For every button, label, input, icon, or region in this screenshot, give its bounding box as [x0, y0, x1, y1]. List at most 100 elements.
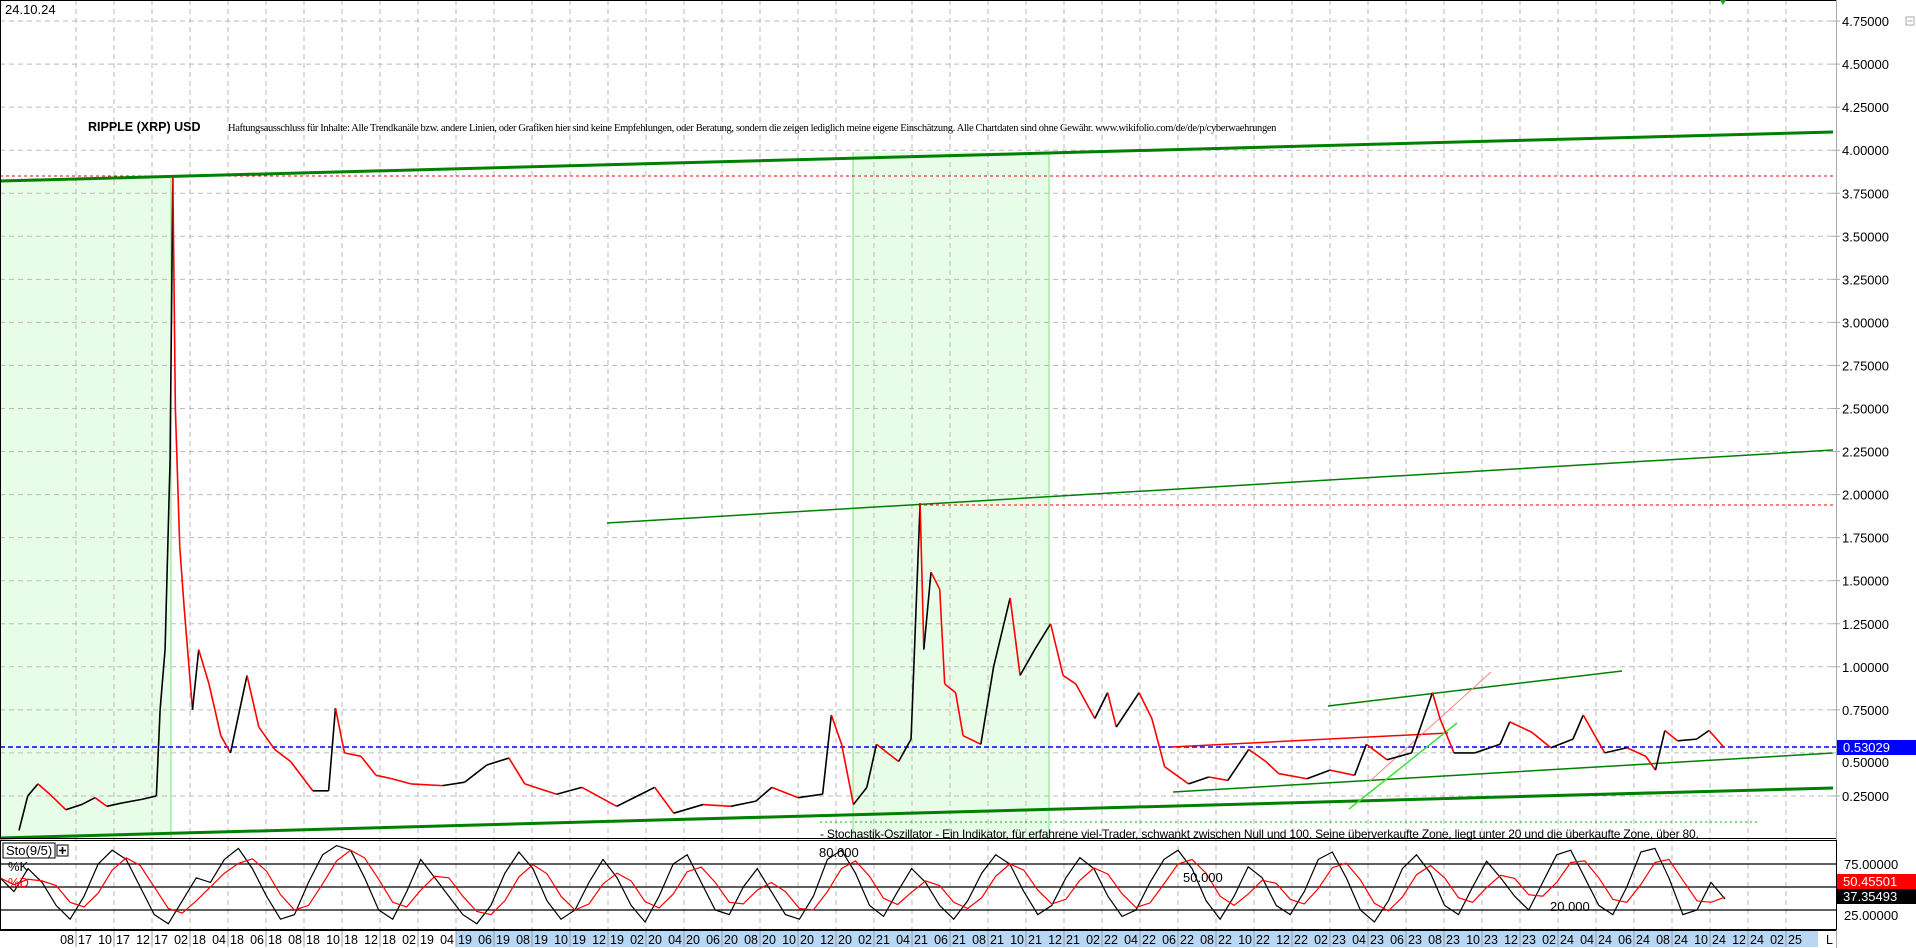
price-segment: [37, 783, 51, 795]
price-segment: [1696, 729, 1710, 740]
price-segment: [702, 803, 731, 808]
price-segment: [172, 177, 177, 409]
y-tick-label: 3.00000: [1842, 315, 1889, 330]
price-segment: [1626, 747, 1647, 758]
price-segment: [755, 786, 773, 802]
osc-axis-25: 25.00000: [1844, 908, 1898, 923]
price-segment: [910, 503, 921, 740]
x-tick-label: 19: [496, 933, 510, 947]
price-segment: [1075, 683, 1096, 719]
price-segment: [141, 795, 157, 801]
price-segment: [1049, 623, 1064, 676]
x-tick-label: 12: [592, 933, 606, 947]
price-segment: [220, 735, 232, 754]
x-tick-label: 21: [952, 933, 966, 947]
x-tick-label: 02: [630, 933, 644, 947]
price-segment: [1306, 769, 1331, 780]
price-segment: [1509, 721, 1533, 733]
price-segment: [81, 796, 96, 806]
x-tick-label: 18: [268, 933, 282, 947]
k-value-tag: [1837, 889, 1916, 904]
price-segment: [840, 744, 855, 805]
date-axis-highlight: [456, 931, 1818, 947]
y-tick-label: 3.75000: [1842, 186, 1889, 201]
x-tick-label: 24: [1712, 933, 1726, 947]
price-segment: [1664, 729, 1679, 742]
price-segment: [258, 726, 276, 750]
x-tick-label: 24: [1674, 933, 1688, 947]
y-tick-label: 4.50000: [1842, 57, 1889, 72]
x-tick-label: 24: [1636, 933, 1650, 947]
x-tick-label: 04: [1352, 933, 1366, 947]
price-segment: [1582, 714, 1606, 754]
price-segment: [1572, 714, 1584, 740]
price-segment: [962, 734, 982, 746]
x-tick-label: 22: [1142, 933, 1156, 947]
x-tick-label: 22: [1104, 933, 1118, 947]
k-line: [0, 844, 1726, 925]
x-tick-label: 22: [1256, 933, 1270, 947]
x-tick-label: 06: [1390, 933, 1404, 947]
price-segment: [65, 803, 82, 811]
price-segment: [1677, 738, 1697, 742]
x-tick-label: 08: [744, 933, 758, 947]
y-tick-label: 4.25000: [1842, 100, 1889, 115]
x-tick-label: 19: [420, 933, 434, 947]
price-segment: [159, 649, 166, 710]
collapse-icon[interactable]: [1905, 16, 1915, 26]
price-segment: [1654, 730, 1666, 771]
x-tick-label: 23: [1484, 933, 1498, 947]
x-tick-label: 23: [1370, 933, 1384, 947]
y-tick-label: 2.50000: [1842, 402, 1889, 417]
x-tick-label: 20: [724, 933, 738, 947]
price-segment: [1164, 766, 1190, 785]
y-tick-label: 2.25000: [1842, 445, 1889, 460]
x-tick-label: 23: [1408, 933, 1422, 947]
price-segment: [464, 764, 488, 783]
price-segment: [1329, 769, 1355, 777]
indicator-name-box[interactable]: [2, 842, 56, 859]
price-segment: [1474, 743, 1501, 754]
x-tick-label: 04: [1124, 933, 1138, 947]
x-tick-label: 20: [648, 933, 662, 947]
price-segment: [246, 675, 260, 728]
x-tick-label: 18: [382, 933, 396, 947]
price-segment: [229, 675, 248, 754]
x-tick-label: 04: [212, 933, 226, 947]
price-segment: [938, 589, 946, 685]
price-segment: [930, 571, 941, 590]
price-segment: [1227, 749, 1250, 781]
x-tick-label: 06: [934, 933, 948, 947]
price-segment: [1353, 744, 1368, 776]
price-segment: [360, 755, 377, 776]
price-segment: [178, 546, 185, 607]
x-tick-label: 21: [876, 933, 890, 947]
x-tick-label: 20: [762, 933, 776, 947]
x-tick-label: 10: [1238, 933, 1252, 947]
price-segment: [944, 683, 957, 694]
price-segment: [1151, 718, 1166, 767]
highlight-zone: [0, 178, 171, 838]
channel-top-line: [1327, 670, 1623, 707]
price-segment: [771, 786, 799, 799]
level-label-20: 20.000: [1550, 899, 1590, 914]
x-tick-label: 04: [1580, 933, 1594, 947]
price-segment: [581, 786, 618, 807]
lower-trend-channel: [0, 786, 1834, 840]
x-tick-label: 08: [972, 933, 986, 947]
disclaimer-text: Haftungsausschluss für Inhalte: Alle Tre…: [228, 123, 1277, 134]
x-tick-label: 10: [98, 933, 112, 947]
price-segment: [486, 757, 510, 766]
price-segment: [1009, 597, 1021, 676]
upper-trend-channel: [0, 130, 1834, 183]
price-segment: [289, 761, 314, 792]
k-label: %K: [8, 859, 29, 874]
x-tick-label: 08: [60, 933, 74, 947]
price-segment: [174, 408, 181, 547]
price-segment: [556, 786, 583, 795]
x-tick-label: 22: [1180, 933, 1194, 947]
x-tick-label: 02: [174, 933, 188, 947]
plus-box-icon[interactable]: [56, 844, 69, 857]
price-segment: [122, 798, 142, 804]
